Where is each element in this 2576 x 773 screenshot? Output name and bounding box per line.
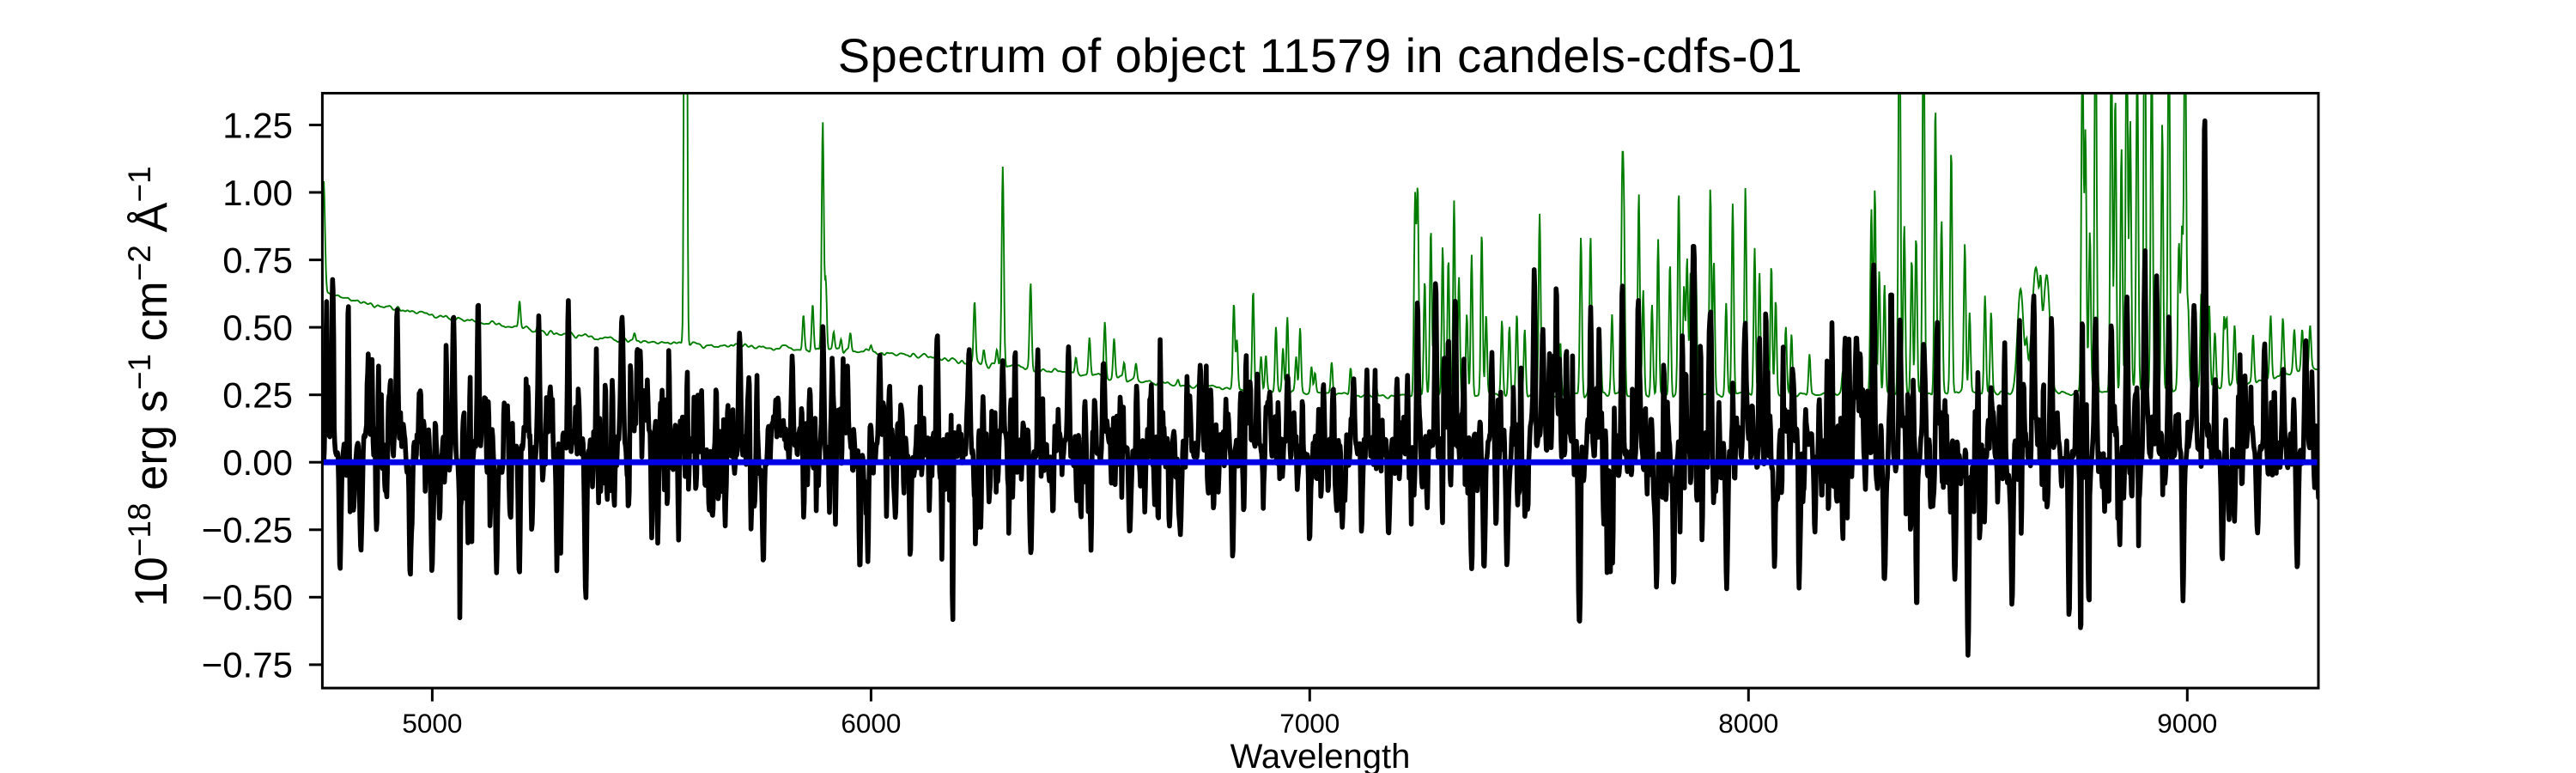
svg-text:0.00: 0.00: [222, 442, 293, 483]
svg-text:0.50: 0.50: [222, 307, 293, 348]
svg-text:−0.25: −0.25: [202, 510, 293, 551]
svg-text:−0.75: −0.75: [202, 645, 293, 685]
svg-text:5000: 5000: [402, 708, 462, 739]
svg-text:0.75: 0.75: [222, 240, 293, 280]
svg-text:1.00: 1.00: [222, 173, 293, 213]
svg-text:Spectrum of object 11579 in ca: Spectrum of object 11579 in candels-cdfs…: [838, 28, 1802, 82]
svg-text:7000: 7000: [1279, 708, 1340, 739]
svg-text:9000: 9000: [2157, 708, 2217, 739]
svg-text:Wavelength: Wavelength: [1230, 738, 1411, 773]
svg-text:6000: 6000: [841, 708, 901, 739]
svg-text:0.25: 0.25: [222, 375, 293, 416]
svg-text:8000: 8000: [1718, 708, 1778, 739]
svg-text:1.25: 1.25: [222, 105, 293, 145]
svg-text:−0.50: −0.50: [202, 577, 293, 618]
